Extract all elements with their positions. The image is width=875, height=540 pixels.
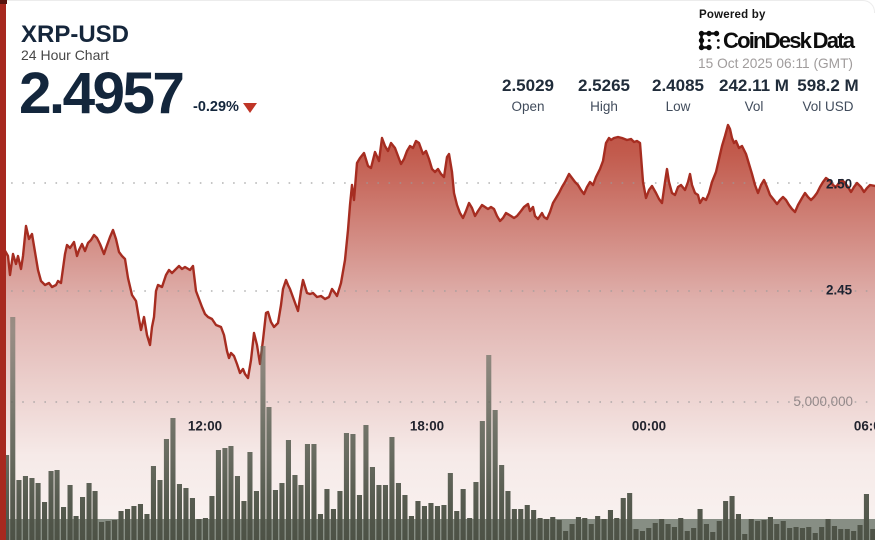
svg-text:2.50: 2.50 [826, 177, 852, 192]
svg-text:18:00: 18:00 [410, 419, 444, 434]
svg-text:12:00: 12:00 [188, 419, 222, 434]
svg-text:00:00: 00:00 [632, 419, 666, 434]
svg-text:2.45: 2.45 [826, 283, 853, 298]
svg-text:5,000,000: 5,000,000 [793, 394, 853, 409]
svg-text:06:00: 06:00 [854, 419, 875, 434]
